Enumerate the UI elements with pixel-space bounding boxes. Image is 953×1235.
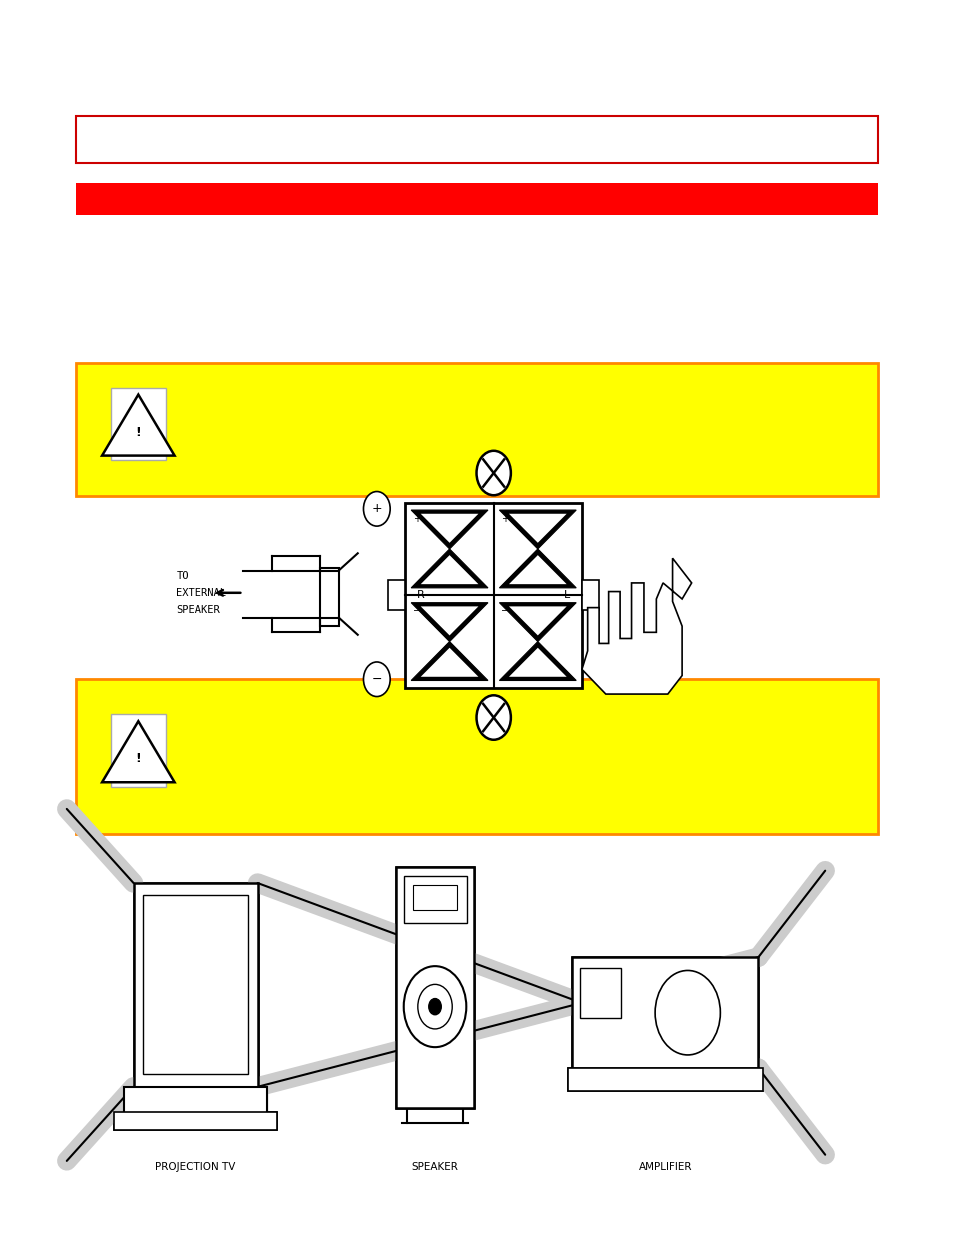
Text: SPEAKER: SPEAKER [411,1162,458,1172]
Polygon shape [420,606,477,635]
Circle shape [363,492,390,526]
FancyBboxPatch shape [114,1112,276,1130]
FancyBboxPatch shape [395,867,474,1108]
FancyBboxPatch shape [579,968,620,1018]
FancyBboxPatch shape [567,1068,762,1091]
FancyBboxPatch shape [403,876,466,923]
FancyBboxPatch shape [403,876,466,923]
Polygon shape [411,603,487,642]
Text: R: R [416,590,424,600]
Polygon shape [411,642,487,680]
FancyBboxPatch shape [579,968,620,1018]
Polygon shape [508,556,566,584]
FancyBboxPatch shape [405,503,581,688]
Circle shape [403,966,466,1047]
Text: −: − [413,606,421,616]
Polygon shape [102,721,174,782]
FancyBboxPatch shape [413,885,456,910]
Text: +: + [371,503,382,515]
Circle shape [363,662,390,697]
Circle shape [655,971,720,1055]
Circle shape [428,999,441,1015]
Circle shape [655,971,720,1055]
Text: −: − [371,673,382,685]
FancyBboxPatch shape [143,895,248,1074]
FancyBboxPatch shape [76,679,877,834]
Text: AMPLIFIER: AMPLIFIER [638,1162,692,1172]
Text: −: − [500,606,509,616]
Circle shape [476,451,510,495]
Text: +: + [500,514,509,524]
Polygon shape [411,548,487,588]
Polygon shape [508,647,566,677]
FancyBboxPatch shape [319,568,338,626]
FancyBboxPatch shape [124,1087,267,1114]
FancyBboxPatch shape [567,1068,762,1091]
Polygon shape [420,556,477,584]
Polygon shape [420,514,477,543]
Polygon shape [499,642,576,680]
Polygon shape [499,510,576,548]
FancyBboxPatch shape [581,580,598,610]
Circle shape [403,966,466,1047]
Circle shape [417,984,452,1029]
Circle shape [476,695,510,740]
Polygon shape [411,510,487,548]
Text: !: ! [135,752,141,766]
Text: PROJECTION TV: PROJECTION TV [155,1162,235,1172]
FancyBboxPatch shape [143,895,248,1074]
FancyBboxPatch shape [395,867,474,1108]
Text: !: ! [135,426,141,438]
FancyBboxPatch shape [76,116,877,163]
Polygon shape [508,514,566,543]
FancyBboxPatch shape [572,957,758,1068]
Text: TO: TO [176,571,189,580]
FancyBboxPatch shape [133,883,257,1087]
Text: +: + [413,514,420,524]
Polygon shape [499,603,576,642]
FancyBboxPatch shape [76,183,877,215]
Polygon shape [508,606,566,635]
FancyBboxPatch shape [112,714,166,787]
Text: EXTERNAL: EXTERNAL [176,588,226,598]
Circle shape [428,999,441,1015]
FancyBboxPatch shape [133,883,257,1087]
Polygon shape [102,395,174,456]
Text: SPEAKER: SPEAKER [176,605,220,615]
Circle shape [417,984,452,1029]
FancyBboxPatch shape [76,363,877,496]
Polygon shape [499,548,576,588]
FancyBboxPatch shape [112,388,166,461]
FancyBboxPatch shape [572,957,758,1068]
FancyBboxPatch shape [388,580,405,610]
Text: L: L [563,590,569,600]
FancyBboxPatch shape [124,1087,267,1114]
FancyBboxPatch shape [413,885,456,910]
FancyBboxPatch shape [114,1112,276,1130]
Polygon shape [581,558,691,694]
Polygon shape [420,647,477,677]
